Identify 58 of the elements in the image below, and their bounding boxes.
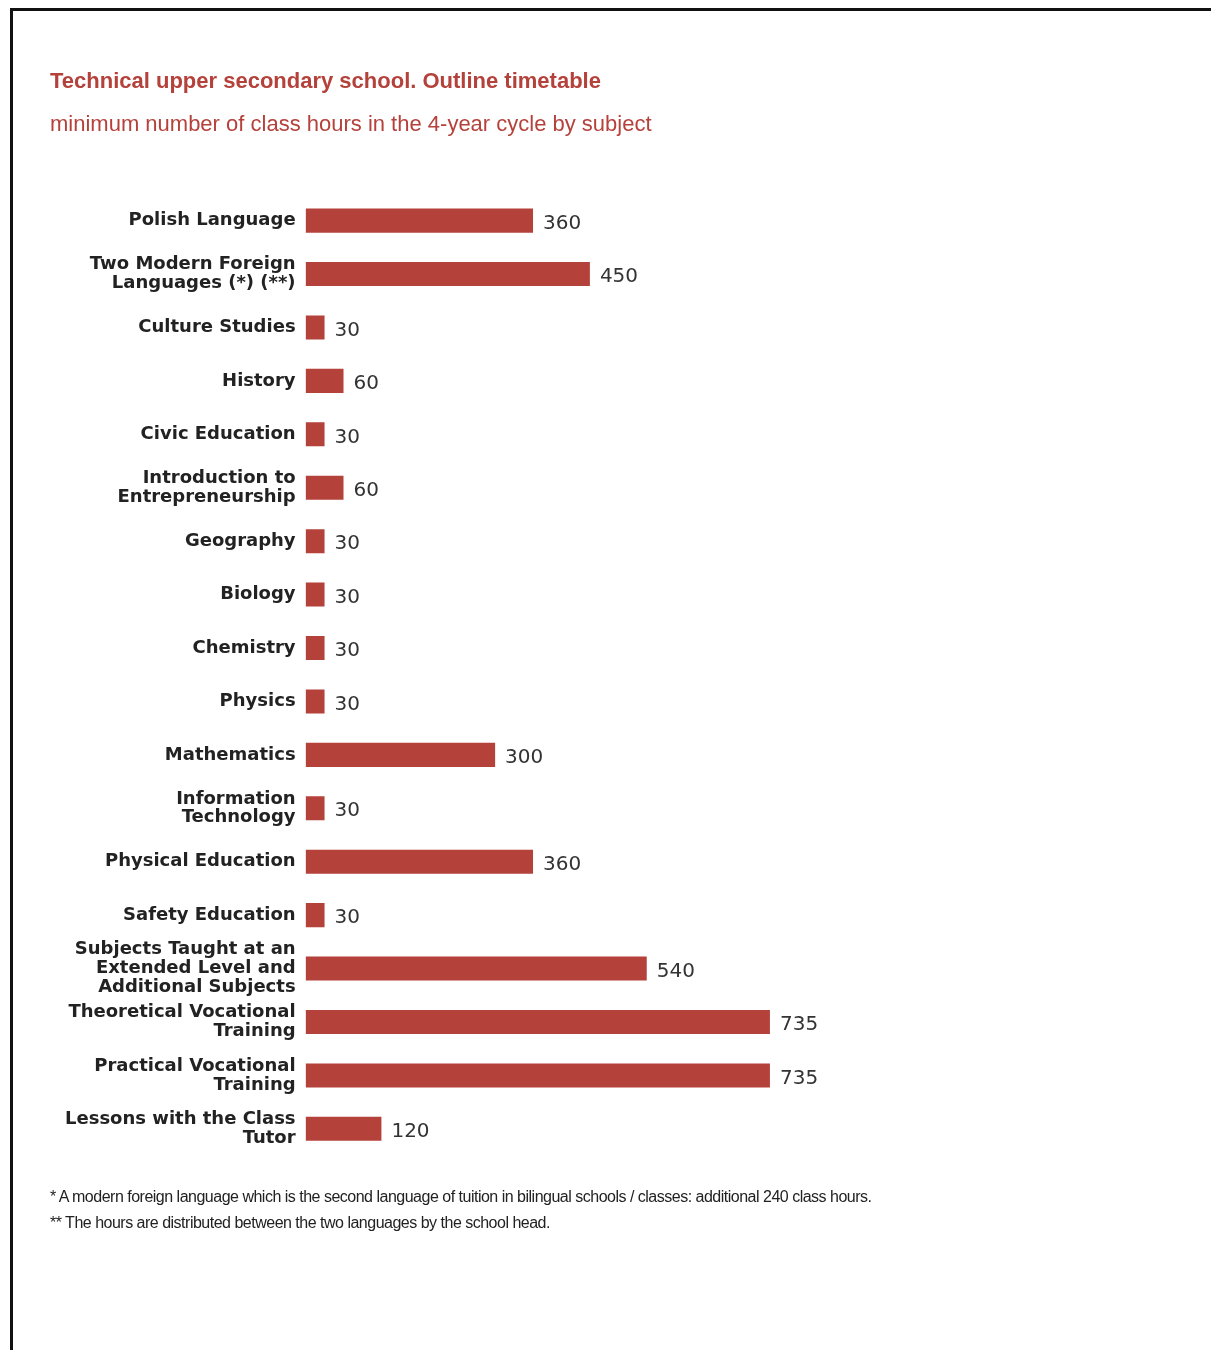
bar [305,368,344,393]
bar [305,1009,770,1035]
data-label: 300 [505,744,544,769]
text: ** The hours are distributed between the two languages by the school head. [50,1214,551,1232]
y-tick-label: Physics [219,689,296,711]
text: * A modern foreign language which is the second language of tuition in bilingual schools / classes: additional 240 class hours. [50,1188,872,1206]
data-label: 60 [353,370,379,395]
y-tick-label: Physical Education [104,849,296,871]
bar [305,689,325,714]
bar [305,422,325,447]
chart-title: Technical upper secondary school. Outline timetable [50,68,601,94]
y-tick-label: Safety Education [123,902,296,924]
y-tick-label: Lessons with the Class Tutor [64,1107,296,1147]
data-label: 30 [334,423,360,448]
bar [305,956,647,981]
bar [305,903,325,928]
bar [305,262,590,287]
y-tick-label: Two Modern Foreign Languages (*) (**) [89,252,296,293]
y-tick-label: Civic Education [140,421,296,443]
bar [305,208,534,233]
y-tick-label: Chemistry [192,635,296,657]
data-label: 360 [543,850,582,875]
data-label: 30 [334,530,360,555]
data-label: 735 [779,1011,819,1036]
y-tick-label: Information Technology [176,786,296,827]
chart-subtitle: minimum number of class hours in the 4-year cycle by subject [50,111,652,137]
data-label: 450 [599,263,639,288]
bar [305,1116,382,1141]
y-tick-label: History [222,368,296,390]
data-label: 30 [334,583,360,608]
bar [305,742,496,767]
data-label: 30 [334,690,360,715]
y-tick-label: Geography [184,528,296,550]
data-label: 30 [334,797,360,822]
bar [305,849,534,874]
y-tick-label: Culture Studies [138,315,296,337]
bar [305,635,325,661]
bar [305,1063,770,1088]
y-tick-label: Polish Language [128,208,296,230]
bar [305,475,344,500]
data-label: 120 [391,1118,430,1143]
data-label: 540 [656,957,695,982]
y-tick-label: Mathematics [164,742,296,764]
data-label: 30 [334,904,360,929]
y-tick-label: Subjects Taught at an Extended Level and Additional Subjects [74,937,296,997]
y-tick-label: Practical Vocational Training [94,1053,296,1094]
data-label: 30 [334,637,360,662]
y-tick-label: Theoretical Vocational Training [68,1000,296,1041]
y-tick-label: Biology [220,582,296,604]
y-tick-label: Introduction to Entrepreneurship [117,465,296,506]
data-label: 735 [779,1064,819,1089]
data-label: 60 [353,476,379,501]
data-label: 360 [543,209,582,234]
bar [305,315,325,340]
data-label: 30 [334,316,360,341]
bar [305,582,325,607]
bar [305,529,325,554]
bar [305,796,325,821]
